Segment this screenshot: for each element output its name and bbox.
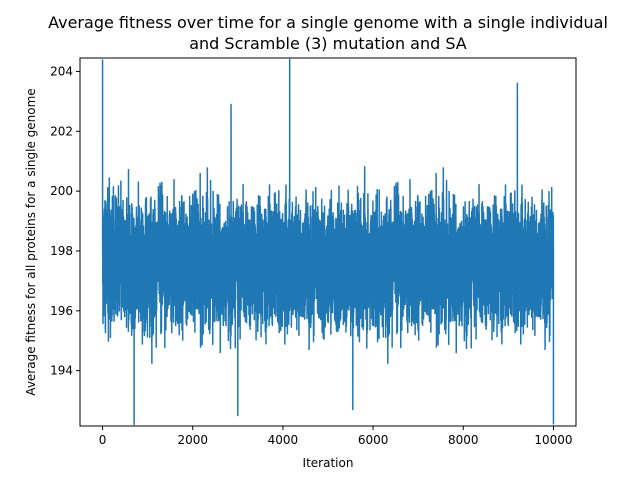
x-tick-label: 4000 [268,433,299,447]
x-tick-label: 2000 [177,433,208,447]
chart-title-line-1: Average fitness over time for a single g… [48,13,608,32]
x-axis-label: Iteration [303,456,354,470]
y-tick-label: 198 [50,244,73,258]
plot-frame [79,57,577,427]
series-line [101,58,555,426]
x-tick-label: 10000 [534,433,572,447]
x-tick-label: 6000 [358,433,389,447]
y-axis-label: Average fitness for all proteins for a s… [24,88,38,395]
x-tick-label: 8000 [448,433,479,447]
x-tick-label: 0 [99,433,107,447]
x-axis: 0 2000 4000 6000 8000 10000 [99,426,573,447]
y-axis: 194 196 198 200 202 204 [50,64,80,378]
y-tick-label: 200 [50,184,73,198]
y-tick-label: 202 [50,124,73,138]
y-tick-label: 204 [50,64,73,78]
y-tick-label: 194 [50,364,73,378]
chart-title-line-2: and Scramble (3) mutation and SA [189,34,467,53]
y-tick-label: 196 [50,304,73,318]
